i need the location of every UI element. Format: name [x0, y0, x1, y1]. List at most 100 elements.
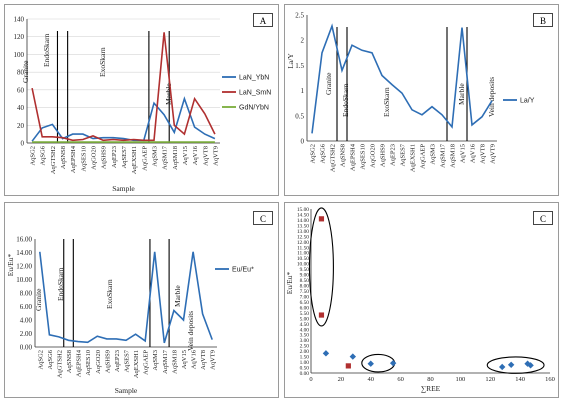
x-tick-label: AqEPSH4	[350, 143, 357, 171]
x-tick-label: 60	[397, 376, 404, 383]
zone-label: Marble	[173, 285, 182, 307]
panel-label-c-scatter: C	[533, 211, 553, 225]
x-tick-label: AqV16	[470, 143, 477, 163]
x-tick-label: AqVT8	[480, 144, 487, 164]
x-tick-label: AqSNS8	[66, 350, 73, 373]
x-tick-label: AqSM18	[171, 350, 178, 374]
x-tick-label: 40	[368, 376, 375, 383]
zone-label: EndoSkarn	[56, 267, 65, 301]
highlight-ellipse	[361, 353, 396, 373]
x-tick-label: AqEP23	[111, 146, 118, 168]
zone-label: Granite	[21, 60, 30, 83]
x-tick-label: AqSM17	[162, 349, 169, 374]
y-tick-label: 5.00	[300, 316, 310, 322]
legend-label: La/Y	[520, 98, 535, 105]
data-point-square	[318, 312, 325, 318]
x-tick-label: AqSG2	[37, 350, 44, 370]
x-tick-label: AqV15	[460, 144, 467, 163]
y-tick-label: 10.00	[16, 276, 32, 284]
data-point-diamond	[524, 360, 531, 367]
x-tick-label: AqEP23	[114, 350, 121, 372]
x-tick-label: AqSM17	[162, 145, 169, 170]
x-tick-label: 160	[545, 376, 555, 383]
y-tick-label: 13.50	[297, 223, 309, 229]
y-axis-title: La/Y	[286, 53, 295, 69]
data-point-diamond	[322, 350, 330, 357]
x-tick-label: AqSES10	[85, 350, 92, 376]
chart-panel-c-line: 0.00 2.00 4.00 6.00 8.00 10.00 12.00 14.00 16.00…	[4, 202, 279, 398]
data-point-square	[345, 363, 351, 369]
x-tick-label: AqSHS9	[380, 144, 387, 167]
y-axis-title: Eu/Eu*	[6, 254, 15, 277]
x-tick-label: AqSES7	[400, 143, 407, 166]
x-tick-label: AqSES10	[80, 146, 87, 172]
zone-label: Vein deposits	[186, 311, 195, 351]
y-tick-label: 40	[17, 104, 25, 112]
x-tick-label: AqSM18	[172, 146, 179, 170]
y-tick-label: 1.5	[295, 62, 304, 70]
zone-label: EndoSkarn	[42, 33, 51, 67]
x-tick-label: AqEXSH1	[410, 144, 417, 172]
chart-a-svg: 0 20 40 60 80 100 120 140 AqSG2 AqSG6 AqGTSH2 AqSNS…	[14, 16, 272, 194]
y-tick-label: 3.00	[300, 338, 310, 344]
y-tick-label: 0.00	[300, 371, 310, 377]
y-tick-label: 4.50	[300, 322, 310, 328]
y-tick-label: 100	[14, 51, 25, 59]
x-tick-label: 0	[309, 376, 312, 383]
y-tick-label: 1	[301, 87, 305, 95]
y-tick-label: 11.00	[297, 251, 309, 257]
series-line-0	[311, 23, 493, 134]
x-axis-title: Sample	[115, 386, 138, 395]
y-tick-label: 2.00	[20, 330, 33, 338]
zone-label: Granite	[324, 72, 333, 95]
zone-label: EndoSkarn	[341, 83, 350, 117]
y-tick-label: 16.00	[16, 236, 32, 244]
data-point-diamond	[389, 359, 397, 367]
x-tick-label: AqGTSH2	[330, 144, 337, 172]
x-tick-label: AqSG2	[310, 144, 317, 164]
y-tick-label: 120	[14, 33, 25, 41]
y-tick-label: 7.00	[300, 294, 310, 300]
x-tick-label: AqSM18	[450, 144, 457, 168]
y-tick-label: 8.00	[300, 284, 310, 290]
y-tick-label: 80	[17, 69, 25, 77]
x-tick-label: AqSES10	[360, 144, 367, 170]
y-tick-label: 9.00	[300, 273, 310, 279]
x-tick-label: 120	[485, 376, 495, 383]
zone-label: ExoSkarn	[105, 279, 114, 309]
x-tick-label: AqGO20	[95, 350, 102, 374]
y-tick-label: 14.00	[297, 218, 309, 224]
legend-label: GdN/YbN	[239, 105, 269, 112]
series-line-1	[31, 32, 216, 142]
chart-panel-c-scatter: 0.00 0.50 1.00 1.50 2.00 2.50 3.00 3.50 4.00 4.50…	[284, 202, 559, 398]
y-tick-label: 5.50	[300, 311, 310, 317]
x-axis-title: ∑REE	[421, 384, 441, 393]
x-tick-label: AqGAEP	[143, 350, 150, 375]
x-tick-label: AqSHS9	[101, 146, 108, 169]
y-tick-label: 1.50	[300, 355, 310, 361]
x-tick-label: 80	[427, 376, 434, 383]
panel-label-b: B	[533, 13, 553, 27]
y-tick-label: 7.50	[300, 289, 310, 295]
x-tick-label: AqSES7	[121, 145, 128, 168]
x-tick-label: AqSM3	[430, 144, 437, 165]
x-tick-label: AqVT9	[212, 146, 219, 166]
y-tick-label: 15.00	[297, 207, 309, 213]
x-tick-label: AqGAEP	[141, 146, 148, 171]
y-axis-title: Eu/Eu*	[285, 272, 294, 295]
zone-label: Vein deposits	[487, 77, 496, 117]
y-tick-label: 11.50	[297, 245, 309, 251]
highlight-ellipse	[308, 207, 334, 327]
chart-c-scatter-svg: 0.000.501.001.502.002.503.003.504.004.50…	[285, 207, 555, 393]
x-tick-label: AqVT9	[210, 350, 217, 370]
legend-label: LaN_SmN	[239, 90, 271, 97]
x-tick-label: AqSNS8	[340, 144, 347, 167]
y-tick-label: 140	[14, 16, 25, 24]
x-tick-label: AqV16	[192, 145, 199, 165]
x-tick-label: AqGO20	[91, 146, 98, 170]
x-tick-label: AqVT9	[490, 144, 497, 164]
x-tick-label: AqEP23	[390, 144, 397, 166]
y-tick-label: 8.50	[300, 278, 310, 284]
y-tick-label: 2.5	[295, 12, 304, 20]
x-tick-label: AqVT8	[200, 350, 207, 370]
